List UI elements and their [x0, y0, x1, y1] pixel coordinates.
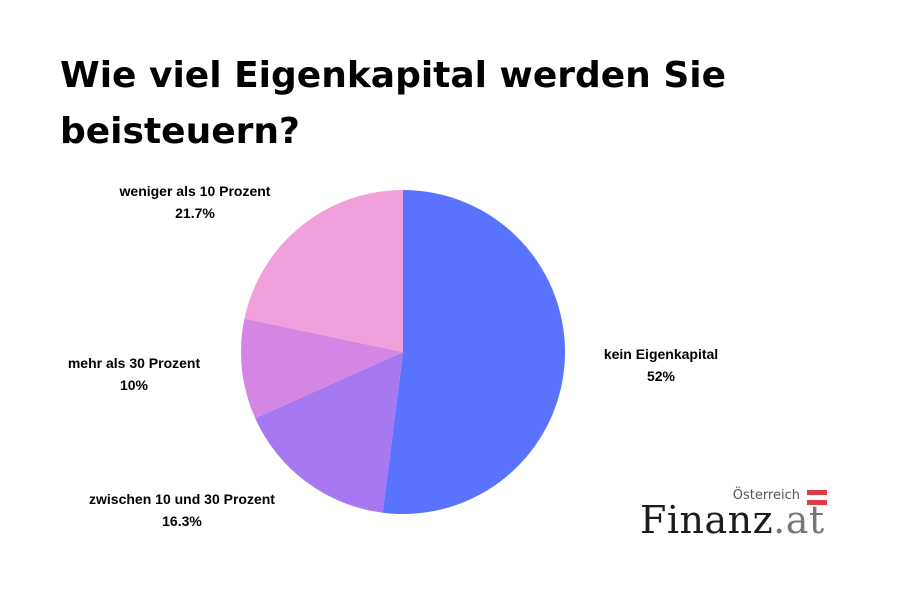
- slice-label-4: weniger als 10 Prozent: [119, 183, 271, 199]
- slice-value-label-1: 52%: [647, 368, 676, 384]
- logo-brand: Finanz.at: [640, 498, 825, 542]
- austria-flag-icon: [807, 490, 827, 505]
- slice-label-1: kein Eigenkapital: [604, 346, 718, 362]
- logo-brand-main: Finanz: [640, 498, 774, 542]
- slice-value-label-2: 16.3%: [162, 513, 202, 529]
- finanz-at-logo: Österreich Finanz.at: [640, 484, 840, 544]
- chart-title: Wie viel Eigenkapital werden Sie beisteu…: [60, 55, 727, 152]
- pie-slice-4: [244, 190, 403, 352]
- flag-stripe-middle: [807, 495, 827, 500]
- flag-stripe-top: [807, 490, 827, 495]
- pie-slice-2: [255, 352, 403, 513]
- logo-region-label: Österreich: [732, 488, 800, 503]
- flag-stripe-bottom: [807, 500, 827, 505]
- slice-value-label-4: 21.7%: [175, 205, 215, 221]
- pie-slice-1: [382, 190, 565, 514]
- slice-value-label-3: 10%: [120, 377, 149, 393]
- slice-label-3: mehr als 30 Prozent: [68, 355, 201, 371]
- pie-slice-3: [241, 318, 403, 419]
- slice-label-2: zwischen 10 und 30 Prozent: [89, 491, 275, 507]
- logo-brand-tld: .at: [773, 498, 825, 542]
